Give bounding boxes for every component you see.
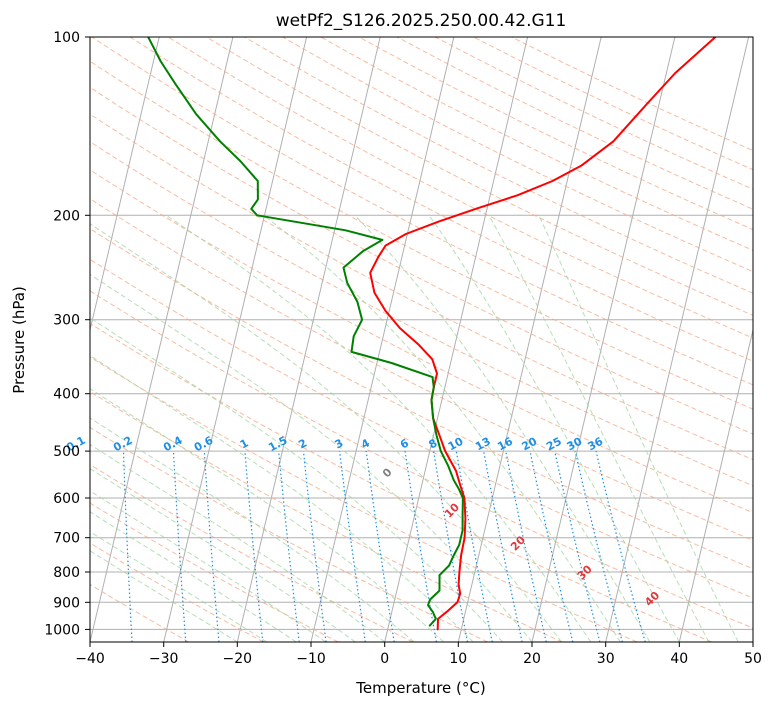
axes: −40 −30 −20 −10 0 10 20 30 40 50 100 200 300 400 500 60… [44,30,762,667]
x-tick-label: 40 [670,651,688,667]
mixing-ratio-label: 20 [520,435,540,454]
moist-adiabat [90,417,415,642]
y-tick-label: 300 [53,313,80,329]
dry-adiabat [90,86,753,435]
y-tick-label: 400 [53,387,80,403]
y-tick-label: 100 [53,30,80,46]
mixing-ratio-label: 25 [544,435,564,454]
moist-adiabat [90,223,562,642]
isotherm-30 [605,37,750,642]
mixing-ratio-line [302,451,327,642]
moist-adiabat [90,511,297,642]
x-tick-label: 30 [597,651,615,667]
isotherm--30 [163,37,308,642]
mixing-ratio-line [278,451,300,642]
mixing-ratio-line [244,451,264,642]
mixing-ratio-line [529,450,574,642]
background-lines [90,37,753,642]
isotherm--20 [236,37,381,642]
moist-adiabat [90,354,474,642]
mixing-ratio-line [365,451,395,642]
moist-adiabat [263,214,621,642]
dry-adiabat [90,198,753,541]
mixing-ratio-label: 30 [565,435,585,454]
mixing-ratio-label: 36 [586,435,606,454]
isotherm-10 [457,37,602,642]
mixing-ratio-label: 16 [495,435,515,454]
dry-adiabat [90,290,753,629]
mixing-ratio-line [483,450,523,642]
temperature-line [369,37,717,631]
y-tick-label: 800 [53,565,80,581]
x-tick-label: 50 [744,651,762,667]
mixing-ratio-line [455,450,493,642]
x-axis-label: Temperature (°C) [355,679,485,697]
y-tick-label: 200 [53,208,80,224]
dry-adiabat [90,426,488,642]
dry-adiabat [90,583,190,642]
mixing-ratio-line [595,450,646,642]
isotherm--40 [90,37,234,642]
isotherm-40 [678,327,753,642]
moist-adiabat [354,214,651,642]
moist-adiabat [90,317,503,642]
mixing-ratio-label: 13 [473,435,493,454]
moist-adiabat [488,215,710,642]
dry-adiabat [90,502,339,642]
y-tick-label: 500 [53,444,80,460]
x-tick-label: 0 [380,651,389,667]
chart-title: wetPf2_S126.2025.250.00.42.G11 [276,11,567,31]
dry-adiabat [129,37,753,362]
y-tick-label: 900 [53,595,80,611]
moist-adiabat [538,215,739,642]
dry-adiabat [90,391,563,642]
isotherm-20 [531,37,676,642]
moist-adiabat [90,468,356,642]
mixing-ratio-line [505,450,547,642]
moist-adiabat [90,273,533,642]
isotherm--10 [310,37,455,642]
mixing-ratio-line [339,451,366,642]
moist-adiabat [166,214,592,642]
isotherm-0 [384,37,529,642]
profile-series [147,37,717,631]
moist-adiabat [90,490,326,642]
mixing-ratio-label: 10 [446,435,466,454]
dry-adiabat [90,322,712,642]
dry-adiabat [90,60,753,410]
x-tick-label: −10 [296,651,326,667]
x-tick-label: 20 [523,651,541,667]
y-axis-label: Pressure (hPa) [10,286,28,394]
dry-adiabat [90,356,638,642]
plot-frame [89,36,754,643]
x-tick-label: 10 [449,651,467,667]
moist-adiabat [90,443,386,642]
dry-adiabat [90,228,753,570]
y-tick-label: 700 [53,531,80,547]
x-tick-label: −20 [223,651,253,667]
moist-adiabat [428,215,680,642]
x-tick-label: −30 [149,651,179,667]
mixing-ratio-line [574,450,623,642]
x-tick-label: −40 [75,651,105,667]
mixing-ratio-line [554,450,601,642]
dry-adiabat [90,169,753,514]
y-tick-label: 1000 [44,622,80,638]
y-tick-label: 600 [53,491,80,507]
mixing-ratio-line [203,451,220,642]
moist-adiabat [90,388,444,642]
isotherm--50 [90,37,160,333]
dry-adiabat [91,37,753,386]
dewpoint-line [147,37,464,627]
